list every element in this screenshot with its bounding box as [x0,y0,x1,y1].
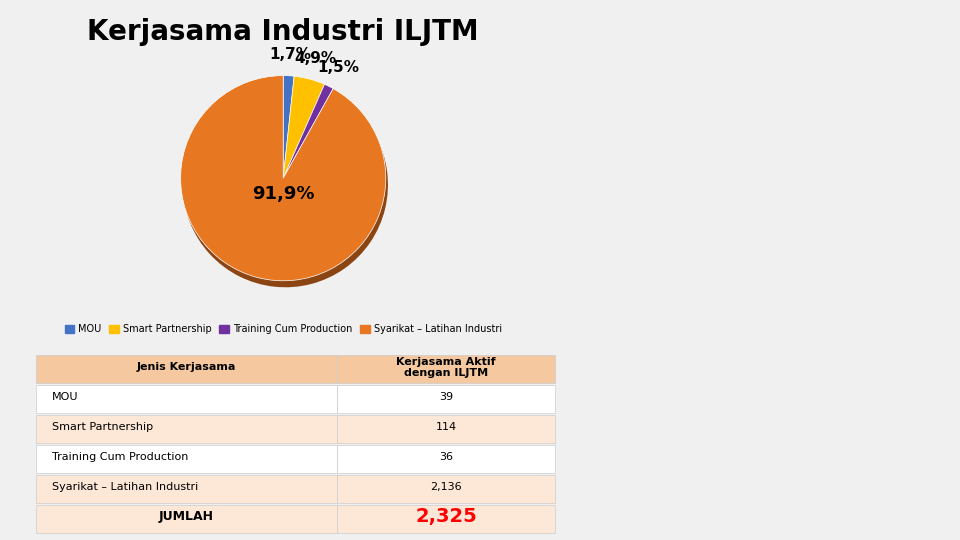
FancyBboxPatch shape [36,475,337,503]
Text: 2,136: 2,136 [430,482,462,492]
FancyBboxPatch shape [36,385,337,413]
FancyBboxPatch shape [36,355,337,383]
Wedge shape [235,91,285,185]
FancyBboxPatch shape [337,385,556,413]
FancyBboxPatch shape [337,355,556,383]
Text: MOU: MOU [52,392,79,402]
Legend: MOU, Smart Partnership, Training Cum Production, Syarikat – Latihan Industri: MOU, Smart Partnership, Training Cum Pro… [60,321,506,338]
Text: Jenis Kerjasama: Jenis Kerjasama [136,362,236,373]
Text: 2,325: 2,325 [415,508,477,526]
FancyBboxPatch shape [337,475,556,503]
Text: JUMLAH: JUMLAH [158,510,213,523]
Text: 114: 114 [436,422,457,432]
FancyBboxPatch shape [337,445,556,473]
Wedge shape [283,84,333,178]
Text: Smart Partnership: Smart Partnership [52,422,154,432]
FancyBboxPatch shape [36,445,337,473]
Text: Kerjasama Aktif
dengan ILJTM: Kerjasama Aktif dengan ILJTM [396,356,495,378]
Text: 91,9%: 91,9% [252,185,315,204]
Wedge shape [182,82,388,287]
Text: Kerjasama Industri ILJTM: Kerjasama Industri ILJTM [87,18,479,46]
Text: 36: 36 [439,452,453,462]
Text: 39: 39 [439,392,453,402]
Wedge shape [283,76,324,178]
Wedge shape [283,76,294,178]
FancyBboxPatch shape [36,505,337,533]
Wedge shape [244,83,285,185]
Text: 4,9%: 4,9% [294,51,336,66]
FancyBboxPatch shape [36,415,337,443]
Wedge shape [180,76,386,281]
Text: Syarikat – Latihan Industri: Syarikat – Latihan Industri [52,482,199,492]
FancyBboxPatch shape [337,505,556,533]
FancyBboxPatch shape [337,415,556,443]
Text: 1,7%: 1,7% [269,46,311,62]
Text: 1,5%: 1,5% [318,59,360,75]
Wedge shape [275,82,285,185]
Text: Training Cum Production: Training Cum Production [52,452,188,462]
